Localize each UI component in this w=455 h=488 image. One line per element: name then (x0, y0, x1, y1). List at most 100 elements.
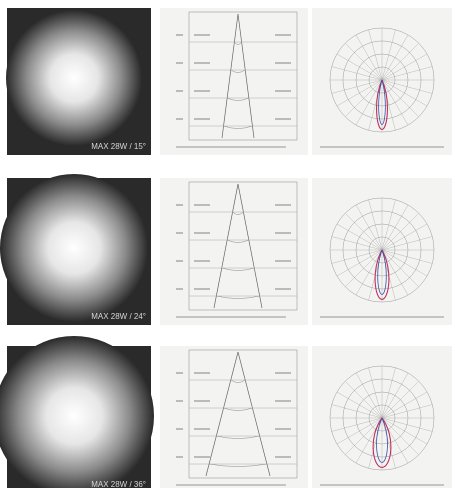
text-placeholder (194, 456, 210, 458)
polar-spoke (381, 79, 433, 94)
polar-spoke (355, 372, 383, 419)
polar-lobe (376, 79, 388, 130)
polar-spoke (381, 381, 419, 419)
text-placeholder (275, 288, 291, 290)
cone-edge (237, 351, 271, 477)
polar-spoke (381, 367, 396, 419)
cone-edge (237, 183, 263, 309)
polar-spoke (331, 417, 383, 432)
text-placeholder (275, 232, 291, 234)
text-placeholder (176, 232, 183, 234)
polar-spoke (381, 249, 428, 277)
photometric-row: MAX 28W / 24° (0, 174, 452, 325)
cone-panel (160, 8, 308, 155)
polar-spoke (336, 79, 383, 107)
level-arc (209, 463, 267, 467)
polar-lobe (377, 249, 387, 295)
polar-spoke (381, 417, 419, 455)
polar-spoke (381, 29, 396, 81)
polar-spoke (345, 43, 383, 81)
text-placeholder (176, 428, 183, 430)
polar-spoke (355, 249, 383, 296)
polar-spoke (355, 204, 383, 251)
cone-box (188, 11, 298, 141)
text-placeholder (176, 62, 183, 64)
text-placeholder (176, 484, 286, 486)
text-placeholder (176, 90, 183, 92)
cone-box (188, 349, 298, 479)
text-placeholder (275, 62, 291, 64)
polar-spoke (381, 417, 428, 445)
cone-panel (160, 178, 308, 325)
text-placeholder (194, 204, 210, 206)
polar-spoke (381, 404, 433, 419)
polar-spoke (381, 79, 409, 126)
text-placeholder (275, 204, 291, 206)
photometric-row: MAX 28W / 15° (6, 8, 452, 155)
text-placeholder (194, 90, 210, 92)
text-placeholder (275, 372, 291, 374)
text-placeholder (194, 400, 210, 402)
polar-spoke (381, 79, 428, 107)
polar-spoke (381, 417, 433, 432)
text-placeholder (275, 260, 291, 262)
level-arc (232, 211, 244, 215)
beam-label: MAX 28W / 15° (91, 142, 146, 151)
cone-edge (205, 351, 239, 477)
level-arc (230, 69, 246, 73)
cone-box (188, 181, 298, 311)
polar-spoke (381, 213, 419, 251)
text-placeholder (194, 428, 210, 430)
beam-label: MAX 28W / 36° (91, 480, 146, 488)
beam-label: MAX 28W / 24° (91, 312, 146, 321)
level-arc (227, 239, 249, 243)
text-placeholder (176, 288, 183, 290)
text-placeholder (320, 484, 444, 486)
polar-spoke (381, 249, 409, 296)
text-placeholder (275, 428, 291, 430)
polar-spoke (368, 199, 383, 251)
cone-panel (160, 346, 308, 488)
polar-spoke (331, 66, 383, 81)
text-placeholder (275, 400, 291, 402)
text-placeholder (176, 456, 183, 458)
polar-spoke (381, 223, 428, 251)
polar-spoke (331, 236, 383, 251)
polar-spoke (381, 79, 419, 117)
beam-glow (0, 336, 154, 488)
level-arc (216, 435, 260, 439)
polar-lobe (376, 417, 388, 463)
polar-spoke (345, 249, 383, 287)
polar-spoke (345, 213, 383, 251)
polar-spoke (381, 43, 419, 81)
level-arc (221, 267, 255, 271)
text-placeholder (275, 456, 291, 458)
text-placeholder (194, 288, 210, 290)
cone-edge (237, 13, 255, 139)
polar-spoke (336, 223, 383, 251)
polar-spoke (381, 249, 433, 264)
cone-edge (213, 183, 239, 309)
text-placeholder (176, 34, 183, 36)
polar-spoke (336, 417, 383, 445)
beam-glow (6, 10, 142, 146)
text-placeholder (320, 146, 444, 148)
polar-spoke (381, 249, 419, 287)
text-placeholder (275, 90, 291, 92)
text-placeholder (320, 316, 444, 318)
text-placeholder (194, 372, 210, 374)
polar-spoke (336, 391, 383, 419)
polar-spoke (331, 249, 383, 264)
polar-spoke (368, 367, 383, 419)
polar-spoke (355, 79, 383, 126)
polar-spoke (381, 34, 409, 81)
text-placeholder (176, 372, 183, 374)
text-placeholder (176, 204, 183, 206)
text-placeholder (176, 118, 183, 120)
polar-spoke (345, 381, 383, 419)
polar-spoke (345, 417, 383, 455)
text-placeholder (176, 260, 183, 262)
polar-spoke (381, 391, 428, 419)
polar-lobe (374, 249, 390, 300)
polar-spoke (331, 79, 383, 94)
